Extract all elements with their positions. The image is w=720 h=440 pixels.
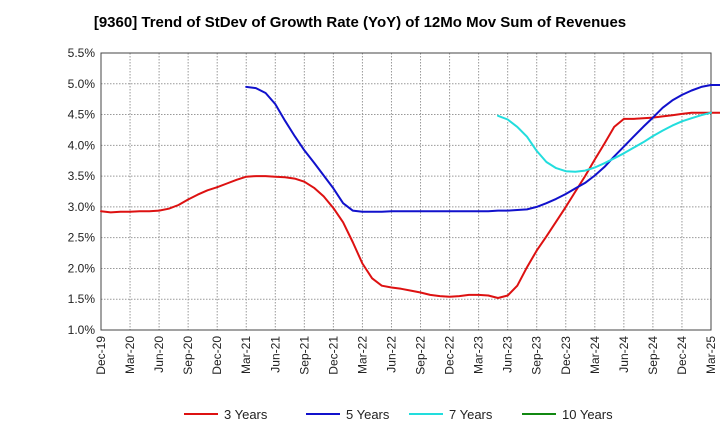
x-tick-label: Dec-23 (559, 336, 573, 375)
legend-item: 10 Years (522, 407, 613, 422)
series-line-7-years (497, 111, 712, 173)
y-tick-label: 4.5% (68, 108, 96, 122)
x-tick-label: Sep-21 (297, 336, 311, 375)
plot-border (100, 52, 712, 331)
x-tick-label: Dec-20 (210, 336, 224, 375)
x-tick-label: Jun-24 (617, 336, 631, 373)
x-tick-label: Dec-21 (326, 336, 340, 375)
legend-label: 10 Years (562, 407, 613, 422)
chart-title: [9360] Trend of StDev of Growth Rate (Yo… (93, 14, 627, 31)
y-tick-label: 3.0% (68, 200, 96, 214)
x-tick-label: Mar-20 (123, 336, 137, 374)
x-tick-label: Jun-22 (384, 336, 398, 373)
series-line-5-years (245, 84, 720, 213)
y-tick-label: 1.0% (68, 323, 96, 337)
x-tick-label: Sep-24 (646, 336, 660, 375)
legend-label: 5 Years (346, 407, 390, 422)
x-tick-label: Mar-23 (472, 336, 486, 374)
y-tick-label: 5.5% (68, 46, 96, 60)
x-tick-label: Jun-23 (501, 336, 515, 373)
x-tick-label: Jun-20 (152, 336, 166, 373)
y-tick-label: 2.5% (68, 231, 96, 245)
x-tick-label: Sep-23 (530, 336, 544, 375)
legend-item: 5 Years (306, 407, 390, 422)
y-tick-label: 2.0% (68, 261, 96, 275)
legend-item: 3 Years (184, 407, 268, 422)
series-line-3-years (100, 111, 720, 299)
x-tick-label: Mar-25 (704, 336, 718, 374)
x-tick-label: Mar-22 (355, 336, 369, 374)
y-tick-label: 5.0% (68, 77, 96, 91)
x-tick-label: Dec-22 (443, 336, 457, 375)
x-tick-label: Dec-19 (94, 336, 108, 375)
x-tick-label: Sep-22 (414, 336, 428, 375)
legend-label: 3 Years (224, 407, 268, 422)
y-tick-label: 4.0% (68, 138, 96, 152)
x-tick-label: Mar-24 (588, 336, 602, 374)
plot-area (101, 53, 711, 330)
y-tick-label: 3.5% (68, 169, 96, 183)
x-tick-label: Sep-20 (181, 336, 195, 375)
x-tick-label: Jun-21 (268, 336, 282, 373)
legend-item: 7 Years (409, 407, 493, 422)
legend-label: 7 Years (449, 407, 493, 422)
x-tick-label: Dec-24 (675, 336, 689, 375)
x-tick-label: Mar-21 (239, 336, 253, 374)
y-tick-label: 1.5% (68, 292, 96, 306)
